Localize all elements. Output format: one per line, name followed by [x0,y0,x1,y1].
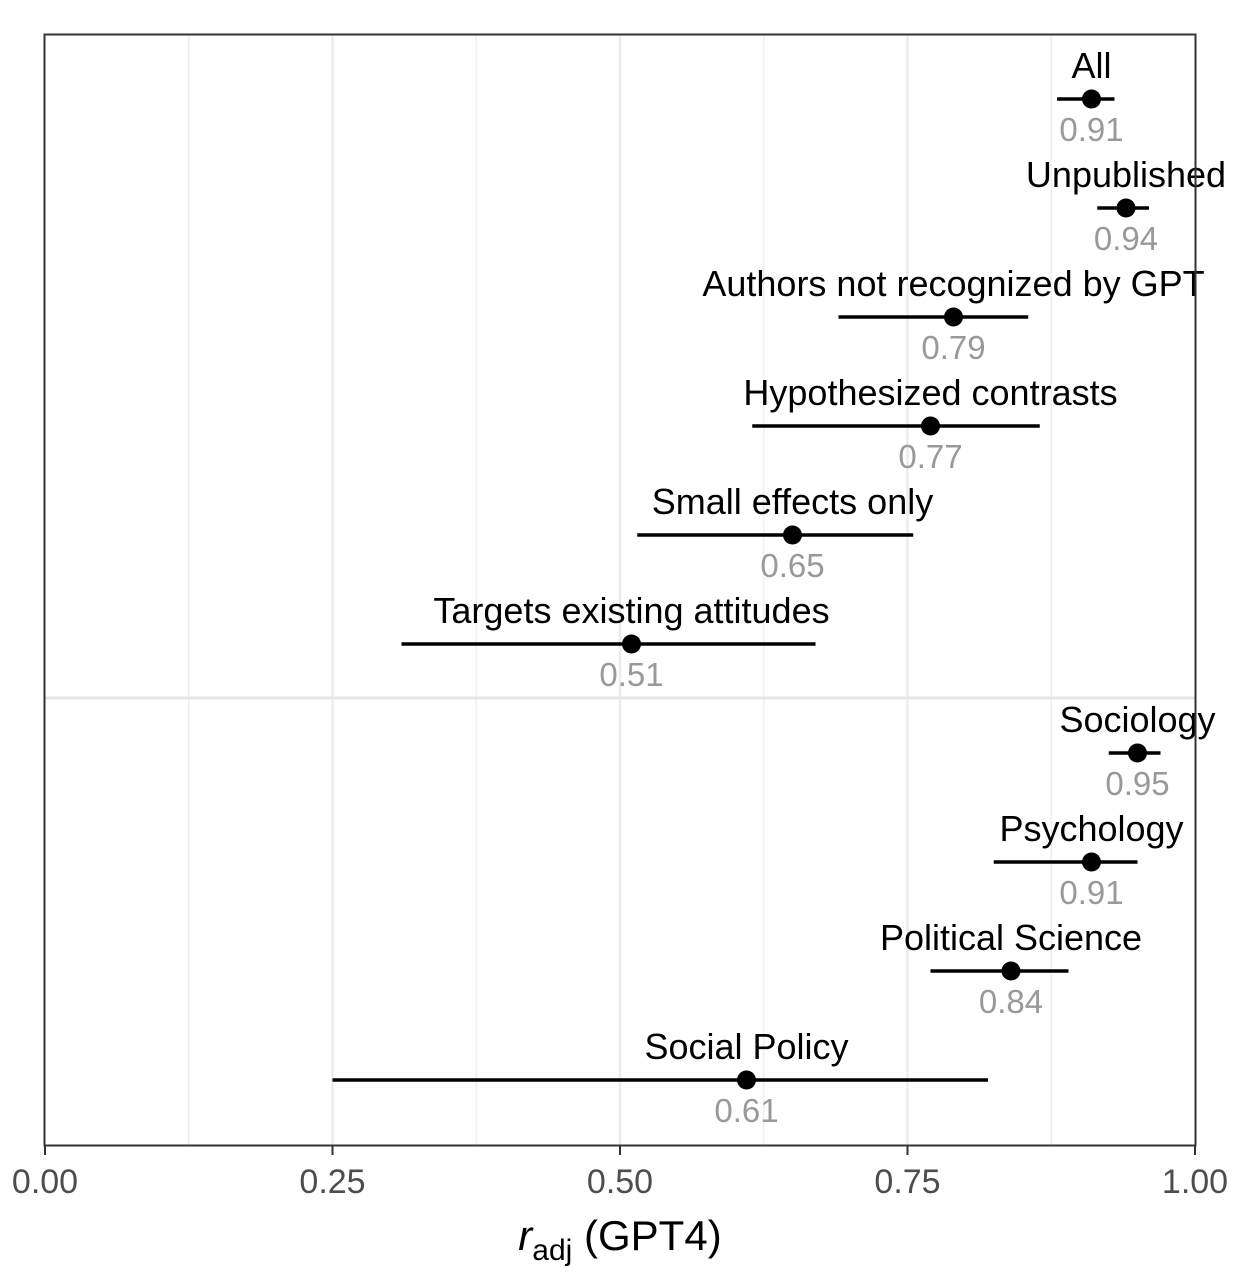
category-label: Authors not recognized by GPT [702,263,1204,304]
x-tick-label: 0.75 [874,1163,940,1201]
x-tick-label: 0.25 [299,1163,365,1201]
value-label: 0.65 [760,547,824,584]
category-label: Targets existing attitudes [433,590,829,631]
category-label: Unpublished [1026,154,1226,195]
estimate-row: Political Science 0.84 [880,917,1142,1020]
point-estimate [1082,89,1101,109]
point-estimate [944,307,963,327]
value-label: 0.94 [1094,220,1158,257]
category-label: Sociology [1059,699,1215,740]
value-label: 0.51 [599,656,663,693]
estimate-row: Small effects only 0.65 [637,481,933,584]
point-estimate [1128,743,1147,763]
estimate-row: Unpublished 0.94 [1026,154,1226,257]
point-estimate [783,525,802,545]
value-label: 0.61 [714,1092,778,1129]
x-axis-title: radj (GPT4) [518,1212,721,1267]
x-tick-label: 0.00 [12,1163,78,1201]
value-label: 0.84 [979,983,1043,1020]
estimate-row: Psychology 0.91 [993,808,1184,911]
x-axis: 0.00 0.25 0.50 0.75 1.00 [12,1145,1228,1201]
category-label: Psychology [999,808,1183,849]
estimate-row: Social Policy 0.61 [332,1026,988,1129]
data-rows: All 0.91 Unpublished 0.94 Authors not recogn… [332,45,1226,1129]
point-estimate [921,416,940,436]
estimate-row: All 0.91 [1057,45,1124,148]
category-label: All [1071,45,1111,86]
category-label: Hypothesized contrasts [743,372,1117,413]
value-label: 0.91 [1059,111,1123,148]
x-tick-label: 0.50 [587,1163,653,1201]
value-label: 0.77 [898,438,962,475]
point-estimate [1001,961,1021,981]
estimate-row: Hypothesized contrasts 0.77 [743,372,1117,475]
value-label: 0.95 [1105,765,1169,802]
point-estimate [1116,198,1136,218]
estimate-row: Authors not recognized by GPT 0.79 [702,263,1204,366]
estimate-row: Sociology 0.95 [1059,699,1215,802]
category-label: Political Science [880,917,1142,958]
point-estimate [737,1070,756,1090]
estimate-row: Targets existing attitudes 0.51 [401,590,830,693]
value-label: 0.79 [921,329,985,366]
point-estimate [622,634,641,654]
value-label: 0.91 [1059,874,1123,911]
category-label: Social Policy [644,1026,848,1067]
point-estimate [1082,852,1101,872]
gridlines [45,35,1195,1145]
x-tick-label: 1.00 [1162,1163,1228,1201]
category-label: Small effects only [652,481,933,522]
